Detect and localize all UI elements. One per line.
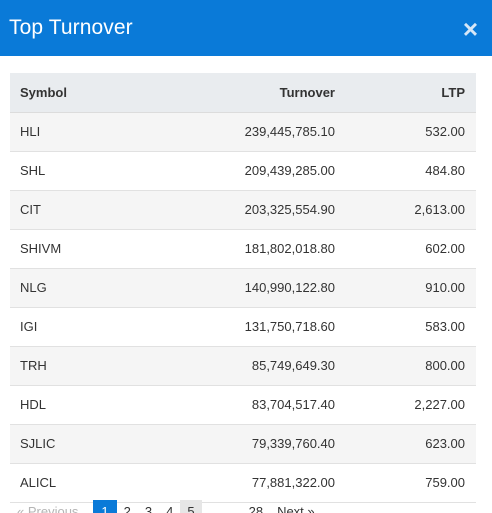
symbol-cell: SJLIC [10, 424, 150, 464]
turnover-cell: 79,339,760.40 [150, 424, 345, 464]
page-button-5[interactable]: 5 [180, 500, 202, 513]
symbol-cell: HLI [10, 112, 150, 152]
ltp-cell: 484.80 [345, 151, 476, 191]
symbol-cell: CIT [10, 190, 150, 230]
page-button-4[interactable]: 4 [166, 504, 174, 513]
ltp-cell: 800.00 [345, 346, 476, 386]
symbol-cell: TRH [10, 346, 150, 386]
symbol-cell: SHL [10, 151, 150, 191]
turnover-cell: 203,325,554.90 [150, 190, 345, 230]
table-row: NLG 140,990,122.80 910.00 [10, 268, 476, 308]
turnover-cell: 239,445,785.10 [150, 112, 345, 152]
turnover-cell: 85,749,649.30 [150, 346, 345, 386]
page-button-last[interactable]: 28 [248, 504, 264, 513]
page-button-1[interactable]: 1 [93, 500, 117, 513]
next-page-button[interactable]: Next » [277, 504, 315, 513]
table-header-row: Symbol Turnover LTP [10, 73, 476, 113]
ltp-cell: 532.00 [345, 112, 476, 152]
table-row: TRH 85,749,649.30 800.00 [10, 346, 476, 386]
page-button-3[interactable]: 3 [144, 504, 153, 513]
table-row: SHIVM 181,802,018.80 602.00 [10, 229, 476, 269]
ltp-cell: 910.00 [345, 268, 476, 308]
pagination: « Previous 1 2 3 4 5 28 Next » [10, 500, 480, 513]
table-row: SHL 209,439,285.00 484.80 [10, 151, 476, 191]
pagination-gap [202, 500, 242, 506]
modal-header: Top Turnover × [0, 0, 492, 56]
ltp-cell: 759.00 [345, 463, 476, 503]
table-row: SJLIC 79,339,760.40 623.00 [10, 424, 476, 464]
table-row: CIT 203,325,554.90 2,613.00 [10, 190, 476, 230]
symbol-cell: HDL [10, 385, 150, 425]
turnover-cell: 140,990,122.80 [150, 268, 345, 308]
column-header-symbol[interactable]: Symbol [10, 73, 150, 113]
turnover-table: Symbol Turnover LTP HLI 239,445,785.10 5… [10, 73, 476, 503]
previous-page-button: « Previous [17, 504, 79, 513]
modal-title: Top Turnover [9, 16, 133, 39]
symbol-cell: ALICL [10, 463, 150, 503]
turnover-cell: 131,750,718.60 [150, 307, 345, 347]
turnover-cell: 77,881,322.00 [150, 463, 345, 503]
page-button-2[interactable]: 2 [123, 504, 131, 513]
column-header-turnover[interactable]: Turnover [150, 73, 345, 113]
turnover-table-container: Symbol Turnover LTP HLI 239,445,785.10 5… [10, 73, 476, 503]
turnover-cell: 83,704,517.40 [150, 385, 345, 425]
ltp-cell: 602.00 [345, 229, 476, 269]
close-icon[interactable]: × [462, 14, 478, 44]
symbol-cell: SHIVM [10, 229, 150, 269]
symbol-cell: IGI [10, 307, 150, 347]
table-row: IGI 131,750,718.60 583.00 [10, 307, 476, 347]
turnover-cell: 209,439,285.00 [150, 151, 345, 191]
turnover-cell: 181,802,018.80 [150, 229, 345, 269]
table-row: HLI 239,445,785.10 532.00 [10, 112, 476, 152]
table-row: HDL 83,704,517.40 2,227.00 [10, 385, 476, 425]
ltp-cell: 2,613.00 [345, 190, 476, 230]
ltp-cell: 583.00 [345, 307, 476, 347]
table-row: ALICL 77,881,322.00 759.00 [10, 463, 476, 503]
column-header-ltp[interactable]: LTP [345, 73, 476, 113]
symbol-cell: NLG [10, 268, 150, 308]
ltp-cell: 2,227.00 [345, 385, 476, 425]
ltp-cell: 623.00 [345, 424, 476, 464]
